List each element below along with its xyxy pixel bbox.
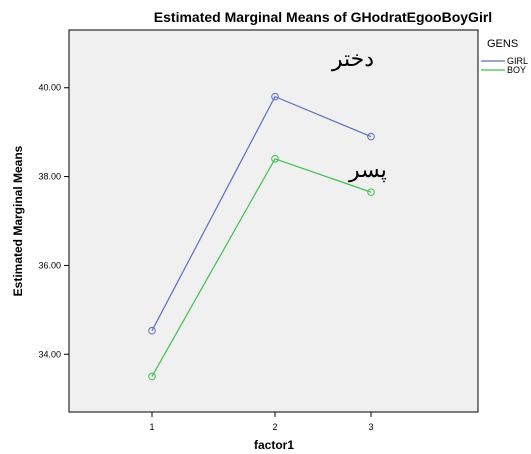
series-line-boy	[151, 158, 372, 377]
data-point-girl	[367, 132, 375, 141]
y-tick-label: 34.00	[38, 349, 61, 359]
y-axis: 34.00 36.00 38.00 40.00	[38, 83, 69, 359]
y-axis-label: Estimated Marginal Means	[11, 145, 25, 296]
y-tick-label: 40.00	[38, 83, 61, 93]
annotation-girl: دختر	[331, 47, 374, 72]
x-axis-label: factor1	[254, 438, 294, 452]
legend-label-girl: GIRL	[507, 56, 528, 66]
legend-label-boy: BOY	[507, 65, 526, 75]
data-point-boy	[271, 155, 279, 163]
x-tick-label: 1	[149, 422, 154, 432]
data-point-girl	[148, 326, 156, 335]
y-tick-label: 36.00	[38, 260, 61, 270]
x-tick-label: 2	[272, 422, 277, 432]
data-point-boy	[148, 372, 156, 381]
annotation-layer: دختر پسر	[331, 47, 387, 183]
series-layer	[148, 92, 375, 381]
chart-title: Estimated Marginal Means of GHodratEgooB…	[154, 9, 492, 25]
y-tick-label: 38.00	[38, 172, 61, 182]
data-point-girl	[271, 92, 279, 101]
x-tick-label: 3	[368, 422, 373, 432]
plot-area	[68, 29, 479, 413]
data-point-boy	[367, 188, 375, 196]
x-axis: 1 2 3	[149, 412, 374, 432]
annotation-boy: پسر	[348, 158, 387, 183]
series-line-girl	[151, 95, 372, 331]
legend-title: GENS	[487, 38, 518, 50]
